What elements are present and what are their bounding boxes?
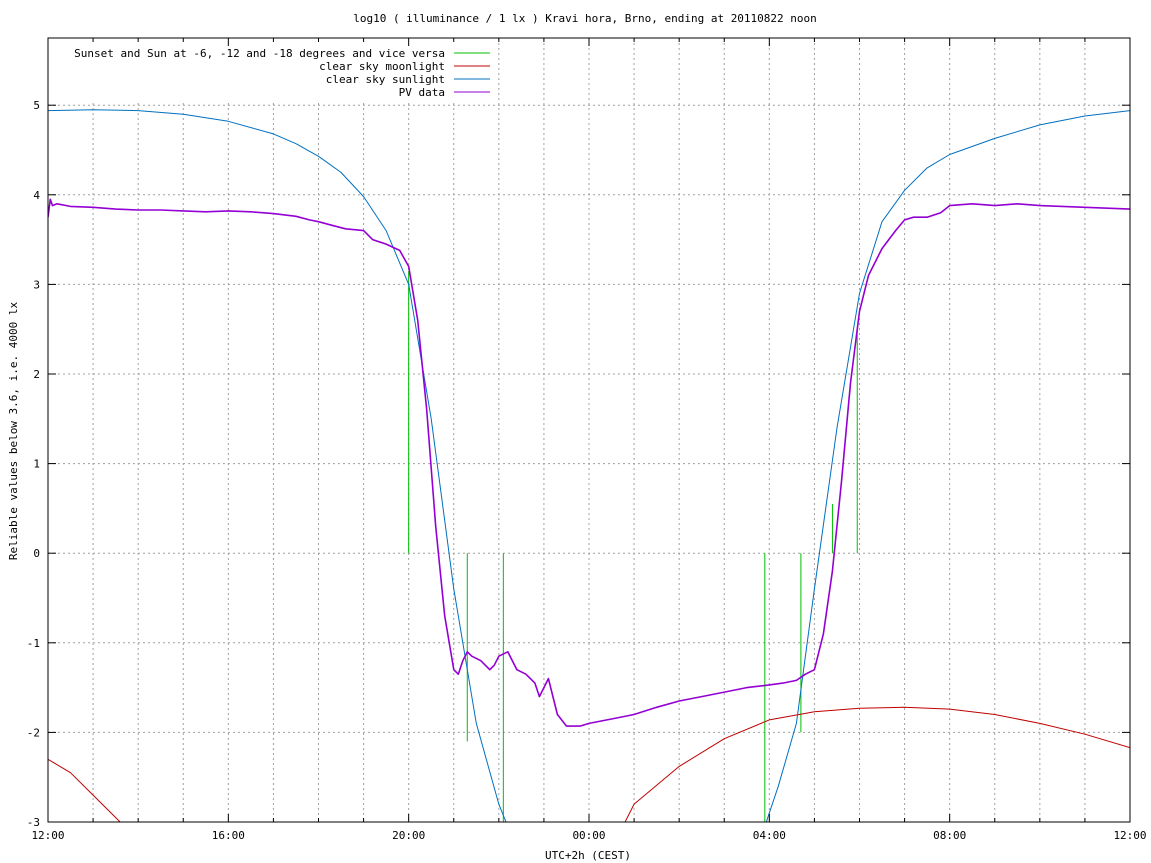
axis-ticks: -3 -2 -1 0 1 2 3 4 5 12:00 16:00 20:00 00:00 04:00 08:… <box>27 38 1147 842</box>
x-tick-label: 16:00 <box>212 829 245 842</box>
legend-background <box>49 39 497 101</box>
legend-label: Sunset and Sun at -6, -12 and -18 degree… <box>74 47 445 60</box>
grid <box>48 38 1130 822</box>
x-tick-label: 04:00 <box>753 829 786 842</box>
x-tick-label: 12:00 <box>31 829 64 842</box>
legend: Sunset and Sun at -6, -12 and -18 degree… <box>74 47 490 99</box>
series-line-3 <box>48 198 1130 727</box>
series-line-2 <box>48 109 1130 822</box>
y-tick-label: -3 <box>27 816 40 829</box>
y-tick-label: 5 <box>33 99 40 112</box>
series-line-1 <box>48 706 1130 822</box>
x-tick-label: 08:00 <box>933 829 966 842</box>
y-tick-label: -2 <box>27 726 40 739</box>
x-tick-label: 20:00 <box>392 829 425 842</box>
y-axis-label: Reliable values below 3.6, i.e. 4000 lx <box>7 301 20 560</box>
y-tick-label: -1 <box>27 637 40 650</box>
x-tick-label: 12:00 <box>1113 829 1146 842</box>
series-layer <box>48 109 1130 822</box>
y-tick-label: 0 <box>33 547 40 560</box>
chart-title: log10 ( illuminance / 1 lx ) Kravi hora,… <box>353 12 817 25</box>
legend-label: clear sky sunlight <box>326 73 445 86</box>
y-tick-label: 1 <box>33 458 40 471</box>
legend-label: clear sky moonlight <box>319 60 445 73</box>
y-tick-label: 4 <box>33 189 40 202</box>
y-tick-label: 2 <box>33 368 40 381</box>
x-axis-label: UTC+2h (CEST) <box>545 849 631 862</box>
y-tick-label: 3 <box>33 278 40 291</box>
x-tick-label: 00:00 <box>572 829 605 842</box>
legend-label: PV data <box>399 86 445 99</box>
